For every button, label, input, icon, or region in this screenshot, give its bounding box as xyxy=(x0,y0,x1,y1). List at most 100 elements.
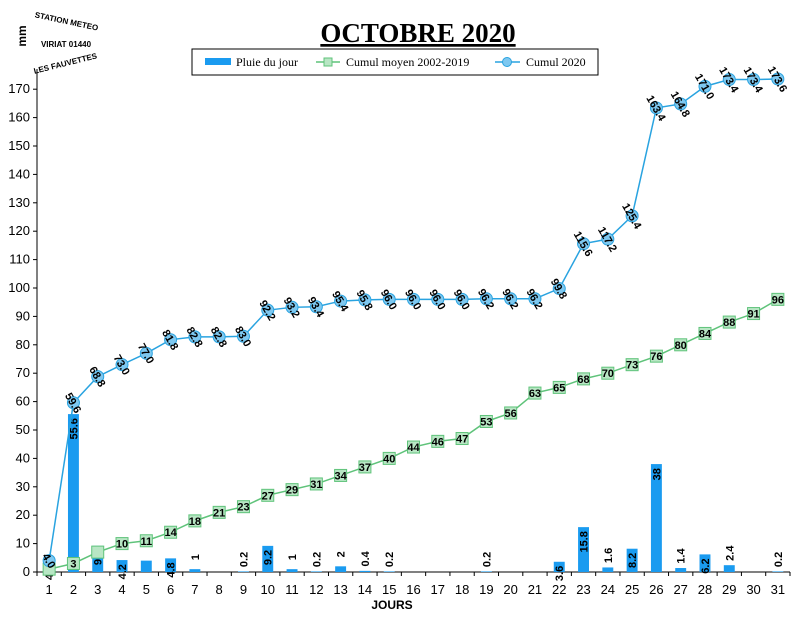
y-tick-label: 140 xyxy=(8,166,30,181)
x-axis-label: JOURS xyxy=(371,598,412,612)
x-tick-label: 26 xyxy=(649,582,663,597)
y-tick-label: 50 xyxy=(16,422,30,437)
cumul-2020-point xyxy=(625,209,639,223)
avg-cumul-line xyxy=(48,298,779,570)
avg-cumul-data-label: 65 xyxy=(553,382,565,394)
x-tick-label: 4 xyxy=(118,582,125,597)
legend: Pluie du jour Cumul moyen 2002-2019 Cumu… xyxy=(191,48,599,76)
cumul-2020-point xyxy=(601,232,615,246)
cumul-2020-data-label: 95.4 xyxy=(329,289,351,314)
cumul-2020-point xyxy=(261,303,275,317)
bar xyxy=(383,571,395,572)
legend-swatch-avg-marker xyxy=(323,57,333,67)
y-tick-label: 120 xyxy=(8,223,30,238)
avg-cumul-data-label: 47 xyxy=(456,434,468,446)
cumul-2020-point xyxy=(188,330,202,344)
bar-data-label: 2 xyxy=(336,551,348,557)
cumul-2020-data-label: 125.4 xyxy=(619,201,644,232)
avg-cumul-point xyxy=(358,460,372,474)
avg-cumul-point xyxy=(285,483,299,497)
cumul-2020-point xyxy=(358,293,372,307)
cumul-2020-point xyxy=(698,79,712,93)
cumul-2020-data-label: 81.8 xyxy=(159,328,180,353)
avg-cumul-point xyxy=(747,307,761,321)
legend-box xyxy=(191,48,599,76)
x-tick-label: 24 xyxy=(601,582,615,597)
y-tick-label: 100 xyxy=(8,280,30,295)
y-axis-label: mm xyxy=(15,25,29,46)
x-tick-label: 18 xyxy=(455,582,469,597)
avg-cumul-data-label: 3 xyxy=(70,558,76,570)
x-tick-label: 3 xyxy=(94,582,101,597)
avg-cumul-point xyxy=(625,358,639,372)
avg-cumul-data-label: 14 xyxy=(164,527,177,539)
cumul-2020-data-label: 117.2 xyxy=(595,225,619,254)
y-tick-label: 110 xyxy=(9,252,30,267)
cumul-2020-point xyxy=(285,300,299,314)
x-tick-label: 9 xyxy=(240,582,247,597)
avg-cumul-point xyxy=(577,372,591,386)
avg-cumul-data-label: 10 xyxy=(116,539,128,551)
cumul-2020-point xyxy=(382,292,396,306)
y-tick-label: 80 xyxy=(16,337,30,352)
cumul-2020-data-label: 115.6 xyxy=(571,230,595,259)
avg-cumul-point xyxy=(722,315,736,329)
bar-data-label: 55.6 xyxy=(68,418,80,439)
y-tick-label: 0 xyxy=(23,564,30,579)
x-tick-label: 23 xyxy=(576,582,590,597)
avg-cumul-data-label: 88 xyxy=(723,317,735,329)
y-tick-label: 40 xyxy=(16,450,30,465)
x-tick-label: 22 xyxy=(552,582,566,597)
avg-cumul-point xyxy=(479,414,493,428)
bar-data-label: 4.8 xyxy=(166,562,178,577)
x-tick-label: 10 xyxy=(261,582,275,597)
avg-cumul-data-label: 18 xyxy=(189,516,201,528)
avg-cumul-data-label: 37 xyxy=(359,462,371,474)
bar xyxy=(92,545,104,572)
bar-data-label: 9.2 xyxy=(263,550,275,565)
avg-cumul-data-label: 46 xyxy=(432,436,444,448)
bar-data-label: 0.4 xyxy=(360,550,372,566)
cumul-2020-data-label: 171.0 xyxy=(692,72,716,102)
cumul-2020-data-label: 164.8 xyxy=(668,90,692,120)
avg-cumul-point xyxy=(261,488,275,502)
avg-cumul-point xyxy=(188,514,202,528)
bar-data-label: 3.6 xyxy=(554,566,566,581)
x-tick-label: 31 xyxy=(771,582,785,597)
y-tick-label: 130 xyxy=(8,195,30,210)
cumul-2020-point xyxy=(212,330,226,344)
avg-cumul-data-label: 44 xyxy=(407,442,420,454)
bar xyxy=(262,545,274,572)
cumul-2020-point xyxy=(747,73,761,87)
bar-data-label: 4.2 xyxy=(117,564,129,579)
cumul-2020-data-label: 173.4 xyxy=(716,65,741,96)
bar xyxy=(723,565,735,572)
cumul-2020-point xyxy=(577,237,591,251)
x-tick-label: 25 xyxy=(625,582,639,597)
bar xyxy=(480,571,492,572)
cumul-2020-point xyxy=(407,292,420,306)
bar-data-label: 2.4 xyxy=(724,545,736,561)
x-tick-label: 28 xyxy=(698,582,712,597)
cumul-2020-point xyxy=(528,292,542,306)
bar xyxy=(359,570,371,572)
bar xyxy=(772,571,784,572)
avg-cumul-point xyxy=(212,505,226,519)
avg-cumul-point xyxy=(455,432,469,446)
cumul-2020-point xyxy=(164,333,178,347)
y-tick-label: 90 xyxy=(16,308,30,323)
avg-cumul-point xyxy=(164,525,178,539)
cumul-2020-point xyxy=(334,294,348,308)
avg-cumul-point xyxy=(309,477,323,491)
bar xyxy=(165,558,177,572)
cumul-2020-point xyxy=(66,396,80,410)
cumul-2020-data-label: 99.8 xyxy=(548,277,569,302)
x-tick-label: 14 xyxy=(358,582,372,597)
avg-cumul-data-label: 27 xyxy=(262,490,274,502)
bar-data-label: 0.2 xyxy=(384,552,396,567)
cumul-2020-point xyxy=(771,72,785,86)
x-tick-label: 12 xyxy=(309,582,323,597)
avg-cumul-data-label: 56 xyxy=(505,408,517,420)
bar xyxy=(602,567,614,572)
